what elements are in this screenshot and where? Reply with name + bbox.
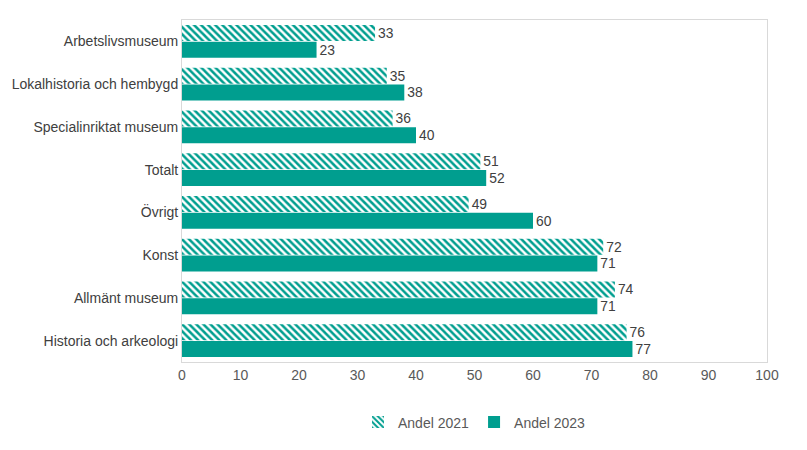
- svg-text:36: 36: [396, 110, 412, 126]
- svg-text:90: 90: [701, 367, 717, 383]
- svg-text:Konst: Konst: [142, 247, 178, 263]
- svg-text:71: 71: [600, 298, 616, 314]
- svg-text:76: 76: [630, 324, 646, 340]
- svg-text:Historia och arkeologi: Historia och arkeologi: [44, 333, 179, 349]
- svg-text:35: 35: [390, 68, 406, 84]
- svg-text:10: 10: [233, 367, 249, 383]
- svg-text:20: 20: [291, 367, 307, 383]
- svg-text:51: 51: [483, 153, 499, 169]
- svg-text:0: 0: [178, 367, 186, 383]
- svg-text:30: 30: [350, 367, 366, 383]
- svg-text:Arbetslivsmuseum: Arbetslivsmuseum: [64, 33, 178, 49]
- svg-text:70: 70: [584, 367, 600, 383]
- svg-text:40: 40: [419, 127, 435, 143]
- svg-text:40: 40: [408, 367, 424, 383]
- svg-text:50: 50: [467, 367, 483, 383]
- svg-text:72: 72: [606, 239, 622, 255]
- svg-text:23: 23: [320, 42, 336, 58]
- svg-text:Allmänt museum: Allmänt museum: [74, 290, 178, 306]
- svg-text:60: 60: [525, 367, 541, 383]
- svg-text:33: 33: [378, 25, 394, 41]
- svg-text:52: 52: [489, 170, 505, 186]
- svg-text:80: 80: [642, 367, 658, 383]
- svg-text:Andel 2021: Andel 2021: [398, 415, 469, 431]
- svg-text:38: 38: [407, 84, 423, 100]
- svg-text:Lokalhistoria och hembygd: Lokalhistoria och hembygd: [12, 76, 179, 92]
- svg-text:60: 60: [536, 213, 552, 229]
- svg-text:Specialinriktat museum: Specialinriktat museum: [33, 119, 178, 135]
- svg-text:71: 71: [600, 255, 616, 271]
- svg-text:Totalt: Totalt: [145, 162, 179, 178]
- svg-text:Andel 2023: Andel 2023: [514, 415, 585, 431]
- svg-text:77: 77: [635, 341, 651, 357]
- svg-text:49: 49: [472, 196, 488, 212]
- svg-text:Övrigt: Övrigt: [141, 203, 178, 220]
- svg-text:74: 74: [618, 281, 634, 297]
- svg-text:100: 100: [755, 367, 779, 383]
